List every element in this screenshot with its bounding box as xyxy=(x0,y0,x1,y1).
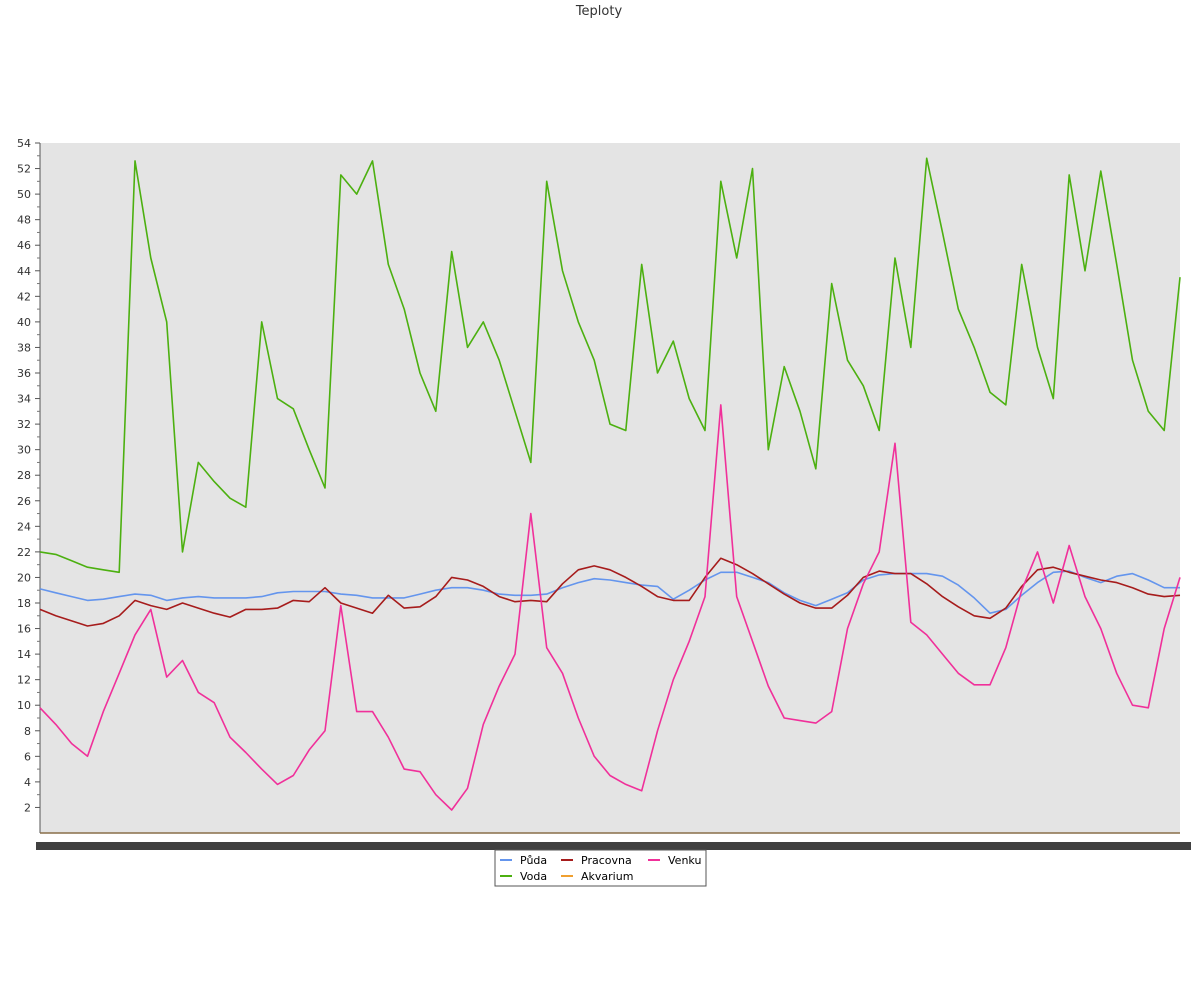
y-tick-label: 54 xyxy=(17,137,31,150)
legend-label: Voda xyxy=(520,870,547,883)
y-tick-label: 34 xyxy=(17,393,31,406)
y-tick-label: 40 xyxy=(17,316,31,329)
plot-area xyxy=(40,143,1180,833)
y-tick-label: 20 xyxy=(17,571,31,584)
y-tick-label: 26 xyxy=(17,495,31,508)
legend-label: Akvarium xyxy=(581,870,633,883)
y-tick-label: 22 xyxy=(17,546,31,559)
y-tick-label: 16 xyxy=(17,623,31,636)
y-tick-label: 30 xyxy=(17,444,31,457)
x-axis-band xyxy=(36,842,1191,850)
legend-label: Venku xyxy=(668,854,701,867)
y-tick-label: 48 xyxy=(17,214,31,227)
y-tick-label: 12 xyxy=(17,674,31,687)
y-tick-label: 52 xyxy=(17,163,31,176)
y-tick-label: 10 xyxy=(17,699,31,712)
chart-title: Teploty xyxy=(575,4,623,19)
y-tick-label: 32 xyxy=(17,418,31,431)
y-tick-label: 4 xyxy=(24,776,31,789)
legend-label: Pracovna xyxy=(581,854,632,867)
legend-label: Půda xyxy=(520,854,547,867)
y-tick-label: 6 xyxy=(24,750,31,763)
y-tick-label: 42 xyxy=(17,290,31,303)
y-tick-label: 2 xyxy=(24,801,31,814)
y-tick-label: 38 xyxy=(17,341,31,354)
x-axis xyxy=(36,832,1191,850)
series-line-venku xyxy=(39,404,1181,811)
legend: Půda Voda Pracovna Akvarium Venku xyxy=(494,849,707,887)
y-tick-label: 50 xyxy=(17,188,31,201)
y-tick-label: 18 xyxy=(17,597,31,610)
series-line-voda xyxy=(39,157,1181,574)
y-tick-label: 8 xyxy=(24,725,31,738)
y-axis: 2468101214161820222426283032343638404244… xyxy=(17,137,41,833)
y-tick-label: 36 xyxy=(17,367,31,380)
legend-box xyxy=(494,849,707,887)
y-tick-label: 24 xyxy=(17,520,31,533)
y-tick-label: 46 xyxy=(17,239,31,252)
y-tick-label: 44 xyxy=(17,265,31,278)
y-tick-label: 14 xyxy=(17,648,31,661)
y-tick-label: 28 xyxy=(17,469,31,482)
series-line-půda xyxy=(39,570,1180,615)
series-line-pracovna xyxy=(39,557,1181,627)
